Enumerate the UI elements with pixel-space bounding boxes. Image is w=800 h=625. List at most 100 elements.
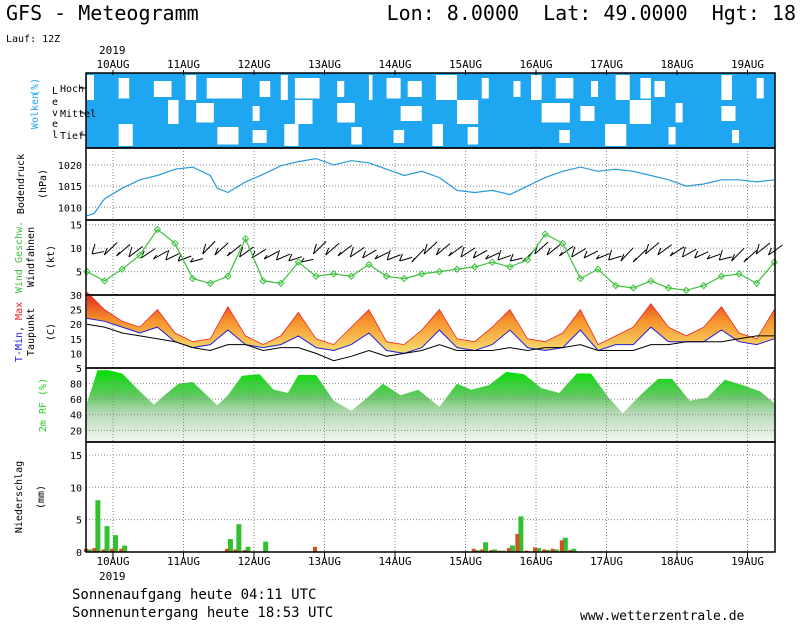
wind-barb-flag — [485, 254, 490, 260]
precip-bar-conv — [242, 550, 247, 552]
wind-speed-marker — [752, 279, 761, 287]
year-bottom: 2019 — [99, 570, 126, 583]
wind-barb — [202, 240, 216, 255]
wind-barb — [350, 247, 365, 258]
precip-bar-rain — [553, 549, 559, 552]
wind-barb — [263, 251, 279, 260]
date-label-bottom: 14AUG — [378, 555, 411, 568]
date-label-top: 18AUG — [660, 58, 693, 71]
wind-barb — [460, 247, 476, 258]
wind-barb — [682, 248, 697, 258]
wind-speed-marker — [488, 258, 496, 266]
wind-barb-flag — [546, 247, 551, 256]
wind-barb-flag — [595, 254, 600, 260]
precip-bar-conv — [568, 550, 573, 552]
wind-barb — [337, 244, 353, 257]
level-letter: e — [52, 97, 58, 108]
wind-barb-flag — [153, 254, 157, 260]
wind-speed-marker — [329, 270, 338, 278]
wind-barb — [743, 249, 758, 263]
precip-bar-conv — [224, 548, 229, 552]
wind-barb-flag — [559, 251, 563, 257]
cloud-clear-tief — [252, 130, 267, 143]
wind-unit: (kt) — [46, 245, 57, 269]
cloud-clear-tief — [467, 127, 479, 145]
wind-barb — [731, 247, 745, 262]
cloud-clear-mittel — [457, 100, 479, 124]
cloud-clear-tief — [118, 124, 133, 146]
wind-barb — [510, 257, 523, 262]
wind-barb — [91, 251, 105, 255]
cloud-clear-mittel — [580, 106, 595, 121]
wind-speed-marker — [700, 281, 708, 290]
wind-barb — [436, 243, 451, 256]
cloud-clear-hoch — [206, 78, 243, 99]
wind-barb — [116, 244, 131, 257]
precip-bar-rain — [562, 537, 568, 552]
wind-barb-flag — [288, 253, 293, 262]
wind-speed-marker — [717, 272, 726, 280]
cloud-clear-hoch — [615, 75, 630, 100]
cloud-clear-mittel — [167, 100, 179, 124]
wind-speed-marker — [594, 265, 602, 273]
pressure-line — [86, 157, 775, 217]
precip-bar-conv — [559, 540, 564, 552]
cloud-clear-hoch — [337, 81, 345, 97]
site-url[interactable]: www.wetterzentrale.de — [580, 609, 745, 624]
wind-barb — [473, 249, 488, 259]
wind-barb — [706, 253, 721, 260]
wind-barb — [251, 248, 267, 259]
cloud-clear-hoch — [259, 81, 271, 97]
wind-barb-flag — [472, 250, 477, 259]
cloud-clear-hoch — [640, 78, 651, 99]
precip-bar-conv — [313, 546, 318, 552]
wind-speed-marker — [382, 272, 391, 280]
wind-barb — [288, 256, 302, 262]
wind-barb — [657, 244, 672, 256]
cloud-clear-hoch — [368, 75, 373, 100]
wind-barb — [387, 254, 401, 261]
wind-barb — [596, 253, 610, 260]
windfahnen-label: Windfahnen — [26, 227, 37, 287]
precip-unit: (mm) — [36, 485, 47, 509]
wind-speed-marker — [647, 277, 655, 285]
wind-speed-marker — [171, 239, 179, 248]
wind-speed-marker — [400, 274, 408, 283]
wind-speed-marker — [629, 284, 637, 292]
date-label-bottom: 11AUG — [167, 555, 200, 568]
cloud-clear-mittel — [629, 100, 651, 124]
date-label-bottom: 15AUG — [449, 555, 482, 568]
wind-barb-flag — [263, 254, 268, 260]
wind-speed-marker — [453, 265, 461, 273]
cloud-clear-tief — [731, 130, 740, 143]
wind-barb-flag — [632, 257, 637, 263]
wind-barb-flag — [349, 246, 354, 258]
pressure-tick-label: 1010 — [58, 203, 82, 214]
sunset-text: Sonnenuntergang heute 18:53 UTC — [72, 605, 334, 621]
wind-tick-label: 5 — [76, 268, 82, 279]
cloud-clear-tief — [432, 124, 443, 146]
wind-speed-marker — [664, 284, 673, 292]
date-label-bottom: 19AUG — [731, 555, 764, 568]
wind-barb — [177, 255, 192, 262]
cloud-clear-mittel — [294, 100, 313, 124]
wind-barb-flag — [608, 249, 613, 261]
date-label-bottom: 18AUG — [660, 555, 693, 568]
precip-tick-label: 5 — [76, 516, 82, 527]
wind-barb-flag — [718, 249, 723, 261]
temp-tick-label: 20 — [70, 320, 82, 331]
wind-barb — [239, 246, 254, 258]
precip-tick-label: 15 — [70, 451, 82, 462]
cloud-clear-hoch — [386, 78, 401, 99]
precip-bar-rain — [245, 546, 251, 552]
wind-barb-flag — [681, 246, 686, 258]
precip-bar-rain — [483, 542, 489, 552]
cloud-clear-mittel — [337, 103, 355, 123]
wind-barb — [755, 242, 771, 255]
cloud-clear-tief — [351, 127, 362, 145]
wind-barb — [694, 251, 709, 259]
dewpoint-label: Taupunkt — [26, 308, 37, 356]
wind-barb-flag — [362, 250, 367, 259]
cloud-clear-hoch — [654, 81, 666, 97]
